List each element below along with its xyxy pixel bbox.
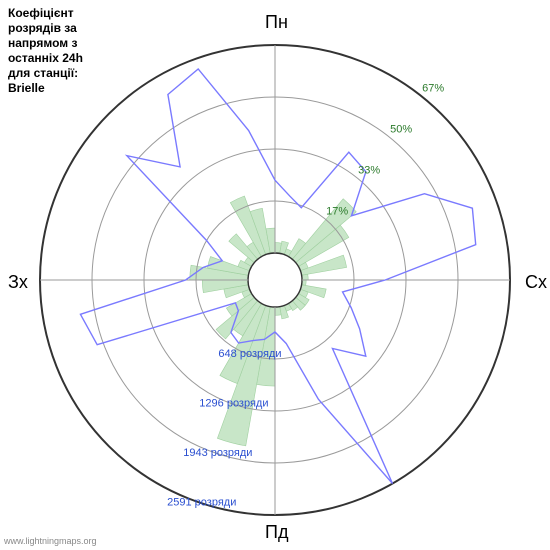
footer-credit: www.lightningmaps.org <box>4 536 97 546</box>
chart-container: 17% 33% 50% 67% 648 розряди 1296 розряди 1943 … <box>0 0 550 550</box>
cardinal-south: Пд <box>265 522 288 543</box>
cardinal-east: Сх <box>525 272 547 293</box>
blue-ring-label: 1296 розряди <box>199 397 268 409</box>
cardinal-north: Пн <box>265 12 288 33</box>
chart-title: Коефіцієнт розрядів за напрямом з останн… <box>8 6 83 96</box>
green-bar <box>275 307 281 316</box>
green-ring-label: 67% <box>422 83 444 95</box>
green-ring-label: 50% <box>390 124 412 136</box>
blue-ring-label: 648 розряди <box>218 348 281 360</box>
green-ring-label: 33% <box>358 165 380 177</box>
cardinal-west: Зх <box>8 272 28 293</box>
blue-ring-label: 2591 розряди <box>167 496 236 508</box>
inner-ring <box>248 253 302 307</box>
blue-ring-label: 1943 розряди <box>183 447 252 459</box>
green-ring-label: 17% <box>326 206 348 218</box>
